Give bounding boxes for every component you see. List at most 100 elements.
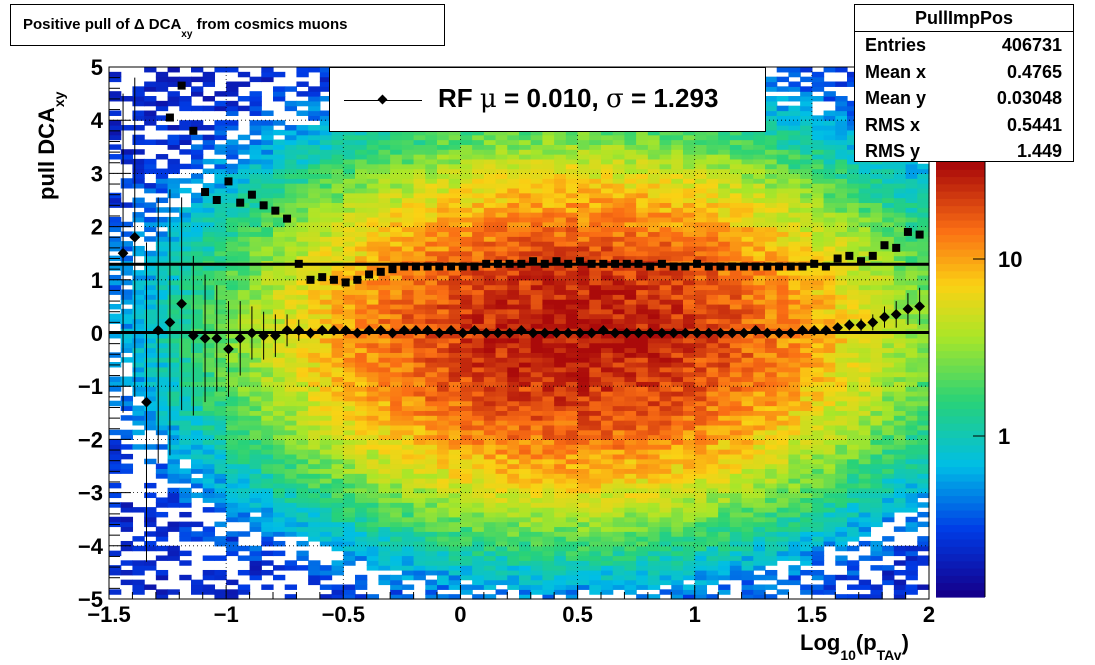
heatmap-cell: [355, 400, 368, 407]
heatmap-cell: [155, 545, 169, 552]
heatmap-cell: [273, 173, 286, 179]
heatmap-cell: [659, 154, 672, 160]
heatmap-cell: [120, 96, 134, 102]
heatmap-cell: [319, 129, 333, 136]
heatmap-cell: [612, 429, 626, 436]
heatmap-cell: [202, 76, 216, 83]
heatmap-cell: [647, 550, 661, 557]
heatmap-cell: [612, 274, 626, 281]
heatmap-cell: [167, 328, 180, 334]
heatmap-cell: [495, 313, 508, 320]
heatmap-cell: [120, 202, 134, 208]
heatmap-cell: [565, 444, 579, 450]
heatmap-cell: [460, 415, 473, 421]
heatmap-cell: [179, 381, 192, 387]
heatmap-cell: [343, 511, 356, 518]
heatmap-cell: [671, 545, 684, 552]
heatmap-cell: [671, 168, 684, 174]
heatmap-cell: [460, 550, 473, 557]
heatmap-cell: [366, 560, 380, 566]
heatmap-cell: [273, 158, 286, 165]
heatmap-cell: [507, 482, 520, 489]
heatmap-cell: [366, 482, 380, 489]
heatmap-cell: [483, 357, 497, 363]
heatmap-cell: [284, 507, 298, 513]
heatmap-cell: [296, 391, 309, 397]
heatmap-cell: [167, 337, 180, 344]
heatmap-cell: [472, 478, 485, 484]
heatmap-cell: [519, 453, 532, 460]
heatmap-cell: [530, 526, 544, 532]
heatmap-cell: [636, 352, 649, 358]
heatmap-cell: [214, 100, 227, 107]
heatmap-cell: [155, 574, 169, 581]
heatmap-cell: [202, 424, 216, 431]
heatmap-cell: [401, 574, 415, 581]
heatmap-cell: [565, 207, 579, 213]
heatmap-cell: [179, 362, 192, 368]
heatmap-cell: [612, 453, 626, 460]
heatmap-cell: [460, 192, 473, 199]
heatmap-cell: [554, 536, 567, 542]
heatmap-cell: [683, 478, 696, 484]
heatmap-cell: [495, 492, 508, 499]
heatmap-cell: [437, 245, 450, 252]
heatmap-cell: [612, 400, 626, 407]
heatmap-cell: [390, 540, 403, 547]
heatmap-cell: [319, 569, 333, 576]
heatmap-cell: [261, 410, 274, 416]
heatmap-cell: [237, 328, 251, 334]
heatmap-cell: [483, 507, 497, 513]
heatmap-cell: [612, 231, 626, 237]
heatmap-cell: [577, 424, 590, 431]
heatmap-cell: [202, 207, 216, 213]
heatmap-cell: [249, 158, 262, 165]
heatmap-cell: [694, 478, 708, 484]
heatmap-cell: [273, 91, 286, 97]
heatmap-cell: [507, 555, 520, 561]
heatmap-cell: [565, 284, 579, 291]
heatmap-cell: [425, 555, 438, 561]
heatmap-cell: [331, 313, 344, 320]
heatmap-cell: [214, 333, 227, 339]
heatmap-cell: [589, 362, 602, 368]
heatmap-cell: [296, 453, 309, 460]
heatmap-cell: [507, 473, 520, 479]
heatmap-cell: [132, 183, 145, 189]
heatmap-cell: [589, 207, 602, 213]
heatmap-cell: [366, 231, 380, 237]
heatmap-cell: [472, 270, 485, 276]
heatmap-cell: [530, 410, 544, 416]
heatmap-cell: [226, 531, 239, 537]
heatmap-cell: [530, 337, 544, 344]
heatmap-cell: [155, 86, 169, 92]
heatmap-cell: [202, 439, 216, 445]
heatmap-cell: [577, 511, 590, 518]
heatmap-cell: [694, 584, 708, 590]
heatmap-cell: [577, 299, 590, 305]
heatmap-cell: [460, 487, 473, 494]
heatmap-cell: [483, 458, 497, 465]
heatmap-cell: [694, 579, 708, 586]
heatmap-cell: [542, 357, 555, 363]
heatmap-cell: [179, 473, 192, 479]
heatmap-cell: [366, 212, 380, 218]
heatmap-cell: [542, 236, 555, 242]
heatmap-cell: [237, 400, 251, 407]
heatmap-cell: [671, 376, 684, 382]
heatmap-cell: [191, 468, 204, 474]
heatmap-cell: [554, 347, 567, 353]
heatmap-cell: [683, 357, 696, 363]
heatmap-cell: [167, 231, 180, 237]
heatmap-cell: [132, 245, 145, 252]
heatmap-cell: [308, 376, 321, 382]
heatmap-cell: [261, 216, 274, 223]
heatmap-cell: [507, 502, 520, 508]
heatmap-cell: [694, 255, 708, 262]
heatmap-cell: [366, 207, 380, 213]
heatmap-cell: [319, 207, 333, 213]
heatmap-cell: [577, 366, 590, 373]
heatmap-cell: [519, 216, 532, 223]
heatmap-cell: [495, 545, 508, 552]
heatmap-cell: [249, 565, 262, 571]
